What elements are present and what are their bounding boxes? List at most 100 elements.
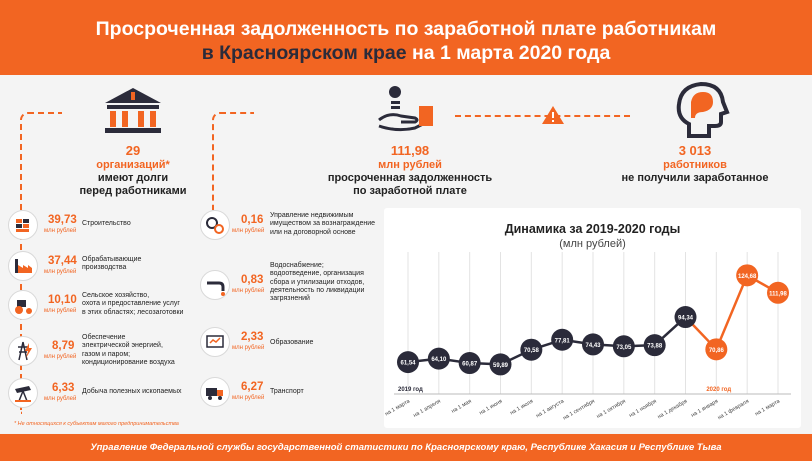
sector-unit: млн рублей [44, 269, 77, 275]
data-point [427, 347, 450, 370]
sector-unit: млн рублей [44, 308, 77, 314]
data-label: 94,34 [678, 316, 694, 322]
orgs-summary: 29 организаций* имеют долги перед работн… [58, 143, 208, 197]
debt-text2: по заработной плате [353, 185, 467, 197]
sector-unit: млн рублей [44, 396, 77, 402]
x-tick-label: на 1 февраля [717, 399, 750, 422]
gears-icon [200, 210, 230, 240]
header-title-line2: в Красноярском крае на 1 марта 2020 года [0, 42, 812, 65]
sector-value: 6,33 [52, 382, 75, 394]
data-label: 61,54 [400, 361, 416, 367]
chart-plot: 61,54 на 1 марта 64,10 на 1 апреля 60,87 на 1… [384, 252, 791, 422]
connector-middle [212, 112, 254, 210]
year-label-2019: 2019 год [398, 387, 423, 393]
sector-value: 8,79 [52, 340, 75, 352]
data-label: 70,58 [524, 348, 540, 354]
water-pipe-icon [200, 270, 230, 300]
debt-unit: млн рублей [378, 159, 442, 171]
orgs-text1: имеют долги [97, 172, 169, 184]
series-line-segment [715, 274, 749, 350]
orgs-text2: перед работниками [79, 185, 187, 197]
x-tick-label: на 1 марта [384, 398, 412, 417]
x-tick-label: на 1 ноября [628, 399, 657, 419]
data-point [458, 352, 481, 375]
workers-value: 3 013 [678, 143, 712, 158]
debt-value: 111,98 [390, 143, 430, 158]
data-point [612, 335, 635, 358]
workers-unit: работников [663, 159, 727, 171]
sector-value: 6,27 [241, 381, 264, 393]
data-label: 73,05 [616, 345, 632, 351]
sector-value: 0,16 [241, 214, 264, 226]
connector-right [455, 115, 630, 117]
debt-text1: просроченная задолженность [327, 172, 493, 184]
footnote: * Не относящихся к субъектам малого пред… [14, 421, 179, 427]
head-profile-icon [676, 81, 730, 138]
sector-value: 37,44 [48, 255, 77, 267]
data-label: 124,68 [738, 274, 757, 280]
hand-coin-icon [378, 86, 433, 132]
sector-value: 0,83 [241, 274, 264, 286]
presentation-icon [200, 327, 230, 357]
chart-subtitle: (млн рублей) [559, 238, 626, 250]
truck-icon [200, 377, 230, 407]
bricks-icon [8, 210, 38, 240]
bank-building-icon [105, 88, 161, 133]
footer-credit: Управление Федеральной службы государств… [0, 434, 812, 461]
chart-title: Динамика за 2019-2020 годы [504, 222, 681, 236]
tractor-icon [8, 290, 38, 320]
data-label: 73,88 [647, 344, 663, 350]
data-point [582, 333, 604, 356]
orgs-value: 29 [125, 143, 141, 158]
data-label: 70,86 [709, 348, 725, 354]
workers-summary: 3 013 работников не получили заработанно… [620, 143, 770, 184]
x-tick-label: на 1 сентября [562, 399, 596, 422]
header-title-line1: Просроченная задолженность по заработной… [95, 18, 717, 40]
data-point [489, 353, 512, 376]
x-tick-label: на 1 декабря [657, 399, 689, 421]
sector-label: Транспорт [270, 388, 304, 395]
sector-label: Образование [270, 339, 314, 346]
sector-unit: млн рублей [232, 228, 265, 234]
year-label-2020: 2020 год [706, 387, 731, 393]
data-point [643, 334, 666, 357]
data-label: 60,87 [462, 362, 478, 368]
data-point [520, 338, 543, 361]
data-point [674, 306, 697, 329]
data-label: 64,10 [431, 357, 447, 363]
sector-unit: млн рублей [44, 354, 77, 360]
data-point [705, 338, 728, 361]
data-label: 77,81 [555, 338, 571, 344]
x-tick-label: на 1 мая [451, 399, 473, 415]
x-tick-label: на 1 марта [754, 398, 782, 417]
orgs-unit: организаций* [96, 159, 170, 171]
sector-unit: млн рублей [232, 395, 265, 401]
factory-icon [8, 251, 38, 281]
data-point [736, 264, 759, 287]
sector-value: 2,33 [241, 331, 264, 343]
data-point [767, 281, 789, 304]
dynamics-chart: Динамика за 2019-2020 годы (млн рублей) … [384, 208, 801, 428]
sector-label: Обрабатывающие производства [82, 256, 142, 272]
header-date: на 1 марта 2020 года [406, 42, 611, 64]
header-banner: Просроченная задолженность по заработной… [0, 0, 812, 75]
power-tower-icon [8, 336, 38, 366]
sector-label: Добыча полезных ископаемых [82, 388, 182, 395]
sector-value: 10,10 [48, 294, 77, 306]
sector-label: Сельское хозяйство, охота и предоставлен… [82, 292, 184, 316]
sector-label: Обеспечение электрической энергией, газо… [82, 334, 175, 366]
x-tick-label: на 1 июня [478, 399, 503, 417]
warning-icon [542, 106, 564, 124]
header-region: в Красноярском крае [201, 42, 407, 64]
data-point [397, 351, 419, 374]
x-tick-label: на 1 января [690, 399, 719, 419]
sector-unit: млн рублей [232, 288, 265, 294]
oil-pump-icon [8, 378, 38, 408]
x-tick-label: на 1 июля [509, 399, 534, 417]
data-point [551, 328, 574, 351]
sector-label: Строительство [82, 220, 131, 227]
sector-value: 39,73 [48, 214, 77, 226]
workers-text: не получили заработанное [621, 172, 769, 184]
sector-label: Водоснабжение; водоотведение, организаци… [270, 262, 365, 303]
data-label: 74,43 [585, 343, 601, 349]
